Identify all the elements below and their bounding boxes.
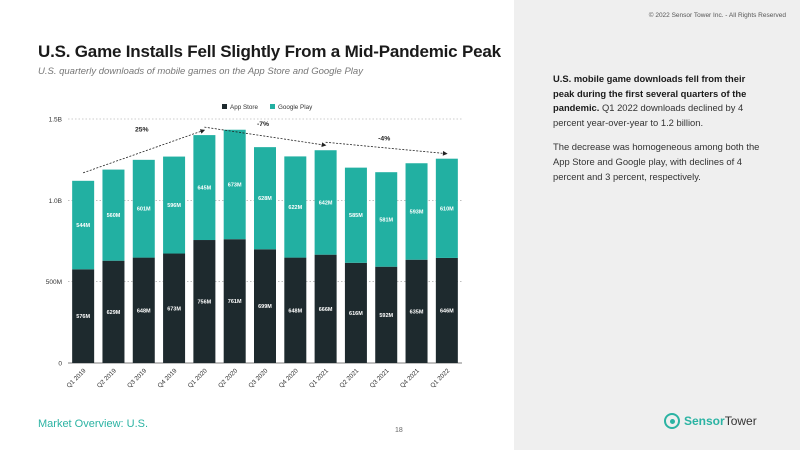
logo-icon: [664, 413, 680, 429]
y-tick-label: 1.5B: [49, 117, 62, 124]
trend-arrow: [204, 126, 327, 148]
data-label-app-store: 761M: [228, 299, 242, 305]
side-paragraph-1: U.S. mobile game downloads fell from the…: [553, 72, 765, 130]
trend-arrow: [83, 129, 206, 174]
sensor-tower-logo: SensorTower: [664, 413, 757, 429]
data-label-app-store: 648M: [137, 308, 151, 314]
bar-google-play: [132, 159, 155, 258]
x-tick-label: Q2 2020: [217, 367, 239, 389]
legend-swatch-google-play: [270, 104, 275, 109]
data-label-app-store: 666M: [319, 307, 333, 313]
legend-swatch-app-store: [222, 104, 227, 109]
trend-arrow: [325, 141, 448, 156]
data-label-google-play: 593M: [410, 209, 424, 215]
x-tick-label: Q1 2020: [187, 367, 209, 389]
x-tick-label: Q3 2020: [247, 367, 269, 389]
data-label-google-play: 544M: [76, 223, 90, 229]
x-tick-label: Q4 2019: [156, 367, 178, 389]
logo-wordmark: SensorTower: [684, 414, 757, 428]
bar-google-play: [72, 180, 95, 270]
bar-app-store: [254, 249, 276, 363]
bar-app-store: [284, 257, 307, 363]
bar-app-store: [435, 257, 458, 363]
data-label-app-store: 635M: [410, 309, 424, 315]
x-tick-label: Q2 2019: [96, 367, 118, 389]
data-label-google-play: 601M: [137, 207, 151, 213]
bar-app-store: [405, 259, 428, 363]
data-label-app-store: 756M: [198, 300, 212, 306]
bar-app-store: [132, 257, 155, 363]
legend-label-google-play: Google Play: [278, 104, 313, 111]
section-label: Market Overview: U.S.: [38, 418, 149, 430]
data-label-google-play: 622M: [288, 205, 302, 211]
bar-app-store: [72, 269, 95, 363]
bar-google-play: [405, 163, 428, 260]
bar-google-play: [435, 158, 458, 258]
x-tick-label: Q1 2021: [308, 367, 330, 389]
x-tick-label: Q1 2019: [66, 367, 88, 389]
bar-app-store: [375, 266, 398, 363]
bar-google-play: [102, 169, 125, 261]
x-tick-label: Q3 2019: [126, 367, 148, 389]
bar-app-store: [102, 260, 125, 363]
x-tick-label: Q4 2020: [278, 367, 300, 389]
x-tick-label: Q1 2022: [429, 367, 451, 389]
bar-app-store: [163, 253, 186, 363]
x-tick-label: Q4 2021: [399, 367, 421, 389]
x-tick-label: Q2 2021: [338, 367, 360, 389]
data-label-app-store: 616M: [349, 311, 363, 317]
page-number: 18: [395, 427, 403, 434]
side-paragraph-2: The decrease was homogeneous among both …: [553, 141, 760, 182]
bar-app-store: [223, 239, 246, 363]
bar-app-store: [193, 240, 216, 363]
legend-label-app-store: App Store: [230, 104, 259, 111]
copyright-notice: © 2022 Sensor Tower Inc. - All Rights Re…: [648, 12, 786, 19]
bar-google-play: [375, 172, 398, 267]
data-label-google-play: 642M: [319, 200, 333, 206]
data-label-app-store: 592M: [379, 313, 393, 319]
data-label-app-store: 648M: [288, 308, 302, 314]
data-label-app-store: 673M: [167, 306, 181, 312]
bar-app-store: [344, 262, 367, 363]
data-label-app-store: 646M: [440, 308, 454, 314]
y-tick-label: 1.0B: [49, 198, 62, 205]
trend-label: 25%: [135, 126, 149, 133]
data-label-google-play: 596M: [167, 203, 181, 209]
bar-google-play: [193, 135, 216, 241]
bar-google-play: [254, 147, 276, 250]
trend-label: -7%: [257, 121, 269, 128]
bar-google-play: [314, 150, 337, 255]
data-label-app-store: 699M: [258, 304, 272, 310]
bar-google-play: [223, 129, 246, 240]
x-tick-label: Q3 2021: [369, 367, 391, 389]
y-tick-label: 0: [58, 361, 62, 368]
data-label-google-play: 610M: [440, 206, 454, 212]
bar-google-play: [163, 156, 186, 254]
data-label-app-store: 576M: [76, 314, 90, 320]
data-label-google-play: 645M: [198, 186, 212, 192]
side-paragraph-1-rest: Q1 2022 downloads declined by 4 percent …: [553, 102, 744, 128]
data-label-app-store: 629M: [107, 310, 121, 316]
bar-google-play: [344, 167, 367, 263]
trend-label: -4%: [378, 135, 390, 142]
page-title: U.S. Game Installs Fell Slightly From a …: [38, 42, 501, 61]
data-label-google-play: 628M: [258, 196, 272, 202]
data-label-google-play: 585M: [349, 213, 363, 219]
data-label-google-play: 581M: [379, 217, 393, 223]
page-subtitle: U.S. quarterly downloads of mobile games…: [38, 66, 363, 77]
bar-google-play: [284, 156, 307, 258]
data-label-google-play: 560M: [107, 213, 121, 219]
side-paragraph-1-bold: U.S. mobile game downloads fell from the…: [553, 73, 747, 114]
y-tick-label: 500M: [46, 279, 62, 286]
side-commentary: U.S. mobile game downloads fell from the…: [553, 72, 765, 194]
right-panel: [514, 0, 800, 450]
data-label-google-play: 673M: [228, 182, 242, 188]
bar-app-store: [314, 254, 337, 363]
